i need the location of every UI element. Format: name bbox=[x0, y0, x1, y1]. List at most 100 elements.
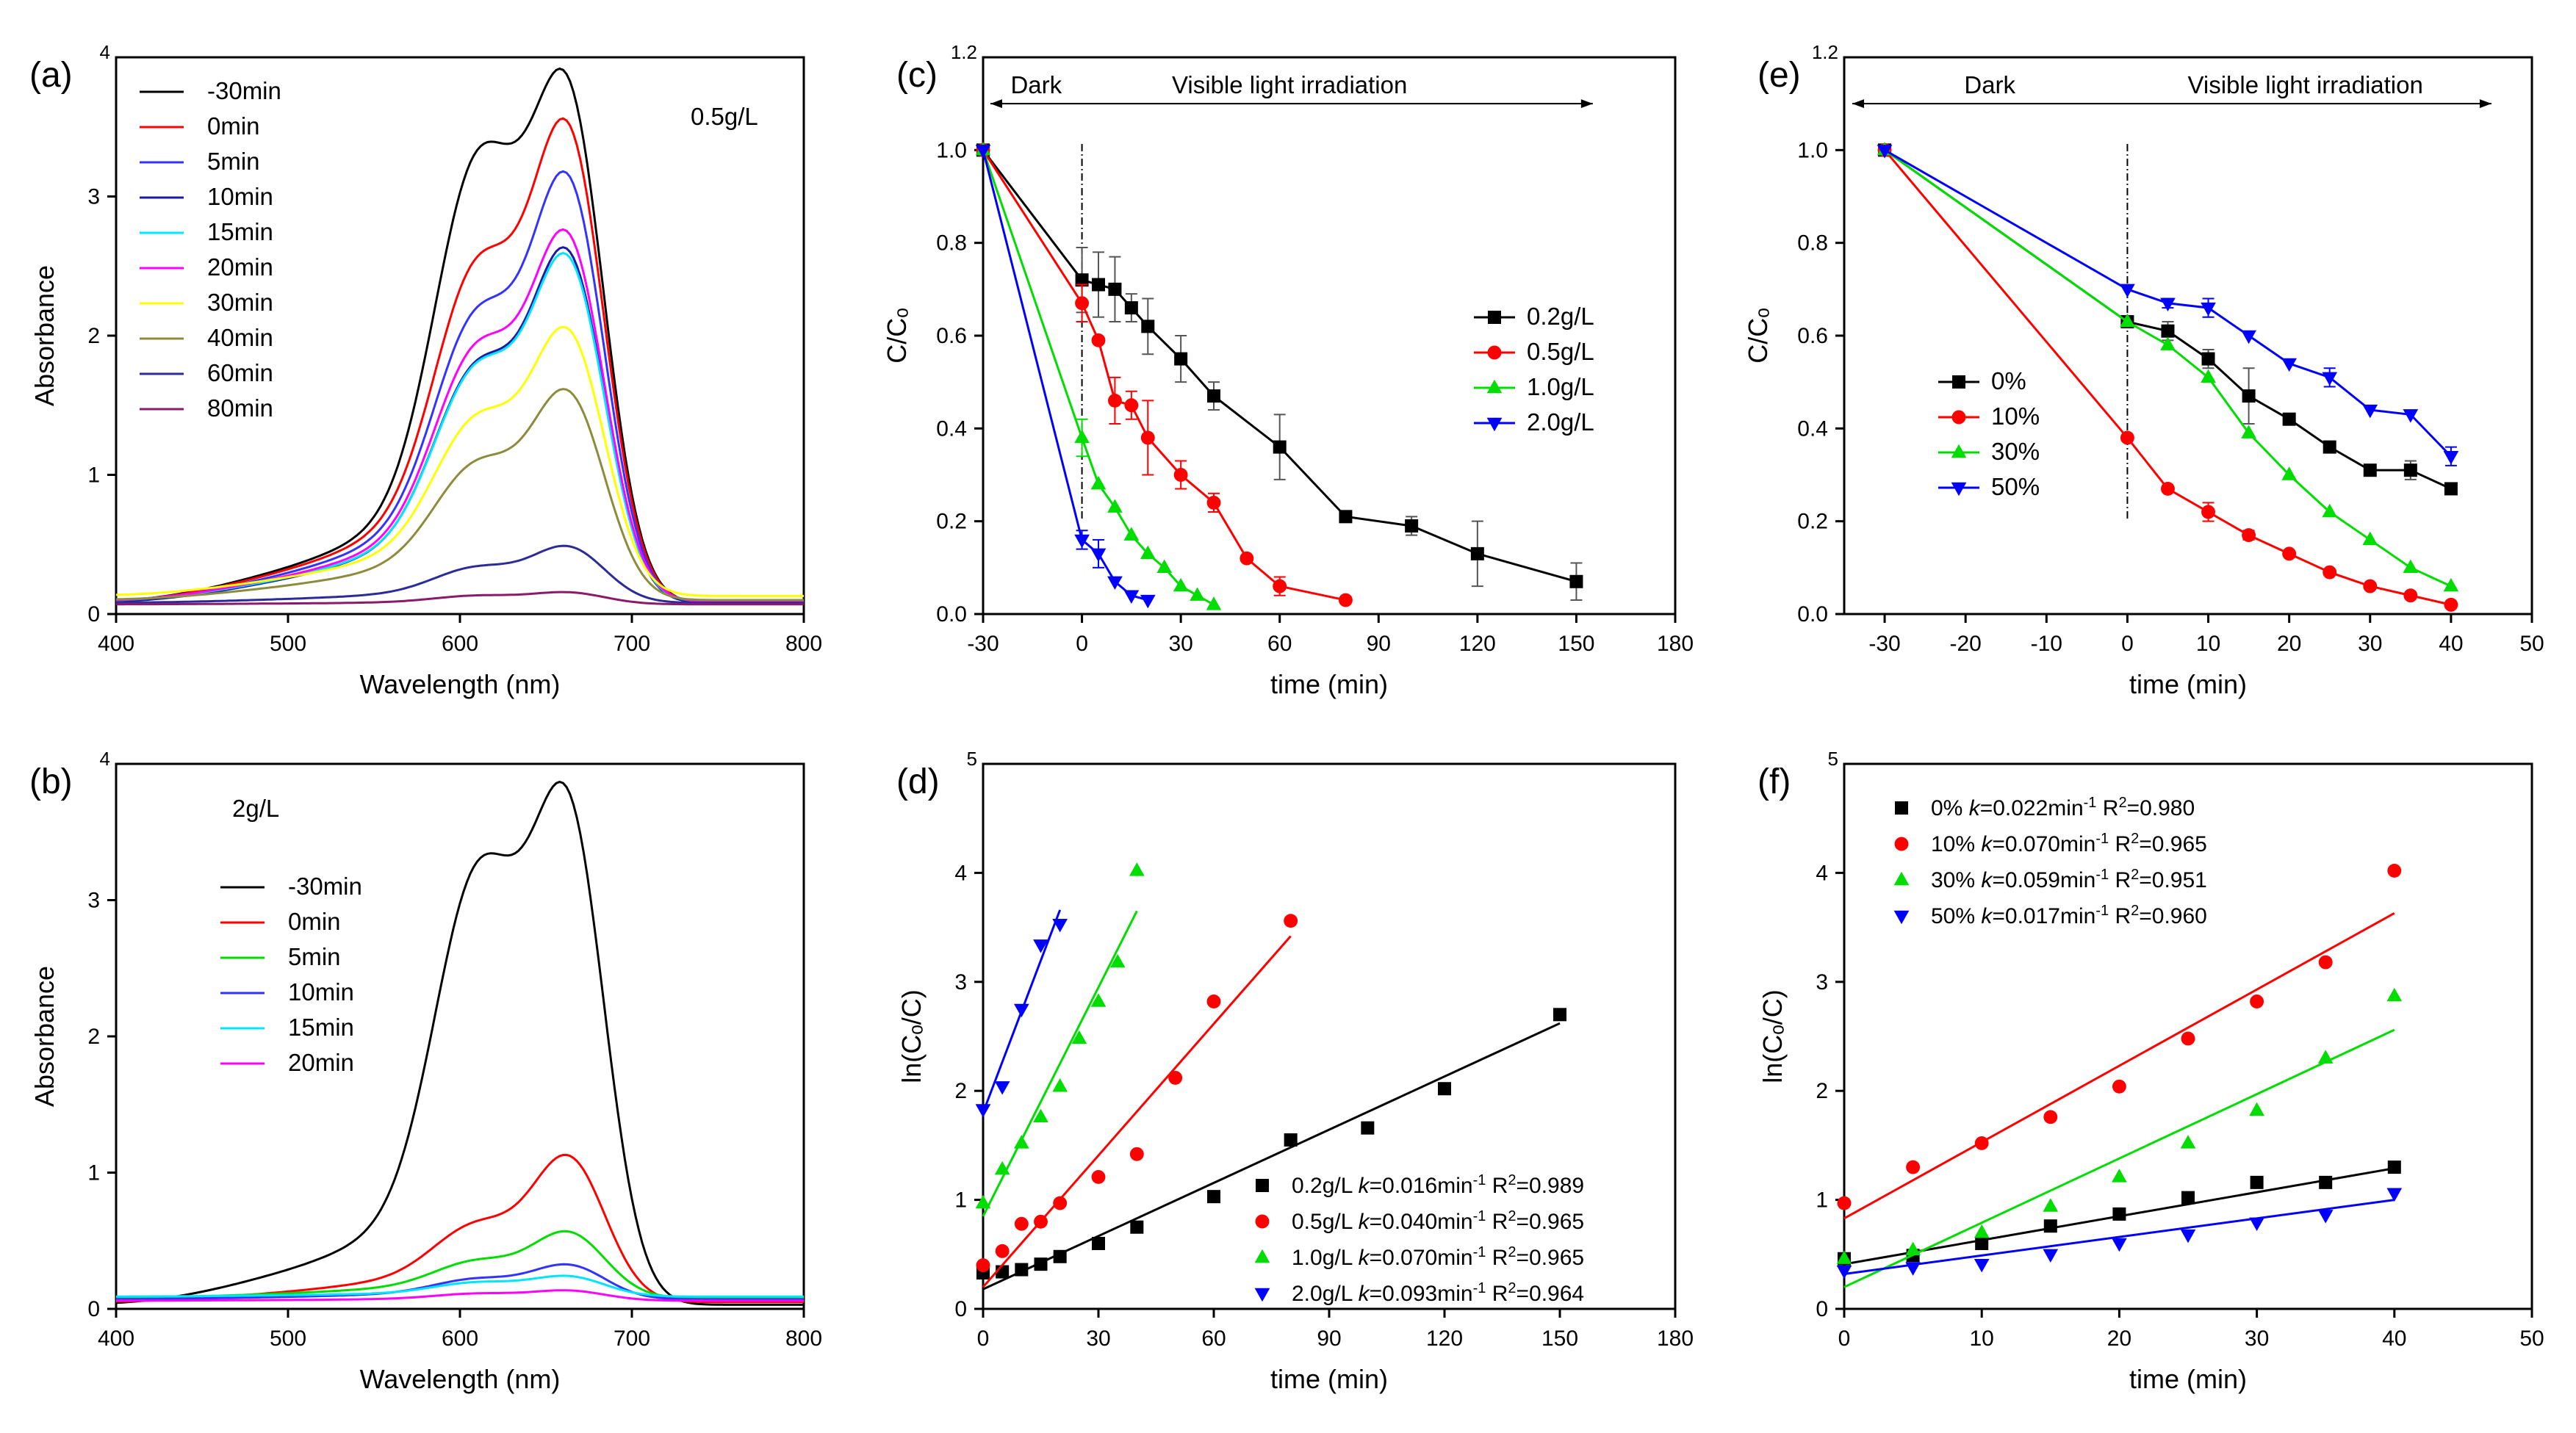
fit-line bbox=[982, 910, 1138, 1217]
legend-label: 30min bbox=[207, 289, 273, 316]
data-point bbox=[1033, 1108, 1048, 1123]
concentration-annotation: 0.5g/L bbox=[691, 103, 758, 130]
data-point bbox=[1207, 389, 1220, 403]
data-point bbox=[2387, 863, 2402, 878]
panel-label: (b) bbox=[29, 762, 73, 801]
chart-panel-f: 0 10 20 30 40 50 0 1 2 3 4 5 time (min) ln(Cₒ/C) (f) 0%… bbox=[1757, 748, 2544, 1394]
y-tick-label: 3 bbox=[87, 889, 100, 913]
y-tick-label: 0.8 bbox=[1797, 231, 1828, 256]
legend-label: 1.0g/L bbox=[1527, 373, 1594, 400]
y-axis-label: Absorbance bbox=[29, 966, 60, 1107]
data-point bbox=[1405, 519, 1419, 533]
series-line bbox=[116, 1274, 804, 1298]
data-point bbox=[2323, 440, 2336, 454]
legend-marker bbox=[1256, 1179, 1269, 1192]
series-line bbox=[982, 149, 1148, 602]
data-point bbox=[1273, 579, 1287, 593]
y-tick-label: 1 bbox=[87, 1161, 100, 1185]
x-tick-label: -20 bbox=[1949, 632, 1981, 656]
data-point bbox=[2322, 372, 2338, 386]
data-point bbox=[1168, 1070, 1183, 1085]
data-point bbox=[975, 145, 991, 159]
arrow-head-left bbox=[1852, 99, 1865, 109]
data-point bbox=[2201, 302, 2216, 317]
x-axis-label: Wavelength (nm) bbox=[360, 669, 561, 699]
y-tick-label: 0.6 bbox=[1797, 324, 1828, 348]
data-point bbox=[2444, 597, 2458, 612]
data-point bbox=[1273, 440, 1287, 454]
legend-label: 50% bbox=[1991, 473, 2040, 500]
series-line bbox=[1884, 149, 2452, 458]
series-line bbox=[1883, 149, 2452, 606]
data-point bbox=[1092, 278, 1105, 292]
y-tick-label: 0.6 bbox=[936, 324, 967, 348]
x-tick-label: 180 bbox=[1657, 632, 1694, 656]
data-point bbox=[2201, 352, 2215, 366]
data-point bbox=[2363, 463, 2377, 477]
data-point bbox=[2403, 409, 2419, 423]
data-point bbox=[2241, 330, 2256, 344]
legend-label: 20min bbox=[288, 1049, 354, 1076]
data-point bbox=[1071, 1030, 1087, 1044]
y-tick-label: 1.2 bbox=[1812, 41, 1838, 63]
chart-panel-d: 0 30 60 90 120 150 180 0 1 2 3 4 5 time (min) ln(Cₒ/C)… bbox=[896, 748, 1694, 1394]
x-tick-label: 60 bbox=[1201, 1326, 1226, 1351]
data-point bbox=[1053, 1196, 1068, 1210]
data-point bbox=[2201, 505, 2215, 519]
light-region-label: Visible light irradiation bbox=[2187, 71, 2422, 98]
data-point bbox=[2242, 528, 2256, 543]
x-tick-label: 700 bbox=[614, 632, 650, 656]
data-point bbox=[1470, 546, 1484, 560]
data-point bbox=[2403, 588, 2418, 603]
data-point bbox=[2281, 466, 2297, 480]
data-point bbox=[975, 1104, 991, 1118]
data-point bbox=[1090, 993, 1107, 1007]
data-point bbox=[2112, 1169, 2127, 1183]
data-point bbox=[2120, 430, 2134, 445]
data-point bbox=[1905, 1262, 1921, 1276]
x-axis-label: Wavelength (nm) bbox=[360, 1364, 561, 1394]
data-point bbox=[1836, 1265, 1852, 1279]
legend-label: 50% k=0.017min-1 R2=0.960 bbox=[1931, 903, 2207, 928]
legend-marker bbox=[1487, 345, 1502, 360]
series-line bbox=[116, 544, 804, 604]
data-point bbox=[1837, 1196, 1852, 1210]
x-tick-label: 500 bbox=[270, 632, 306, 656]
legend-label: 80min bbox=[207, 394, 273, 422]
fit-line bbox=[982, 1022, 1561, 1291]
data-point bbox=[1091, 333, 1106, 347]
legend-label: 20min bbox=[207, 253, 273, 281]
data-point bbox=[975, 1194, 991, 1209]
data-point bbox=[2180, 1135, 2196, 1149]
data-point bbox=[1284, 1133, 1298, 1147]
x-tick-label: 150 bbox=[1541, 1326, 1578, 1351]
data-point bbox=[1123, 527, 1140, 541]
y-tick-label: 1.0 bbox=[936, 138, 967, 162]
data-point bbox=[1974, 1136, 1989, 1150]
data-point bbox=[1014, 1216, 1029, 1231]
data-point bbox=[1974, 1224, 1990, 1238]
legend-marker bbox=[1486, 417, 1503, 432]
chart-panel-a: 400 500 600 700 800 0 1 2 3 4 Wavelength (nm) Absor… bbox=[29, 41, 822, 699]
x-tick-label: 20 bbox=[2277, 632, 2301, 656]
y-tick-label: 0 bbox=[87, 1297, 100, 1321]
legend-label: 0.5g/L k=0.040min-1 R2=0.965 bbox=[1292, 1208, 1584, 1234]
data-point bbox=[1156, 559, 1173, 574]
x-tick-label: 60 bbox=[1267, 632, 1292, 656]
data-point bbox=[1553, 1008, 1566, 1022]
y-tick-label: 5 bbox=[1828, 748, 1838, 770]
legend-label: 0min bbox=[288, 908, 341, 935]
series-line bbox=[116, 1289, 804, 1302]
series-line bbox=[982, 149, 1577, 583]
x-tick-label: 30 bbox=[1086, 1326, 1110, 1351]
data-point bbox=[2161, 324, 2175, 338]
legend-marker bbox=[1952, 375, 1965, 389]
legend-marker bbox=[1895, 801, 1908, 815]
data-point bbox=[2160, 297, 2176, 312]
data-point bbox=[2386, 987, 2403, 1002]
y-tick-label: 1.2 bbox=[951, 41, 977, 63]
y-tick-label: 4 bbox=[1816, 861, 1828, 885]
chart-panel-e: -30 -20 -10 0 10 20 30 40 50 0.0 0.2 0.4 0.6 0.8 1.0 1.… bbox=[1743, 41, 2544, 699]
data-point bbox=[1107, 393, 1122, 408]
data-point bbox=[1033, 939, 1048, 953]
